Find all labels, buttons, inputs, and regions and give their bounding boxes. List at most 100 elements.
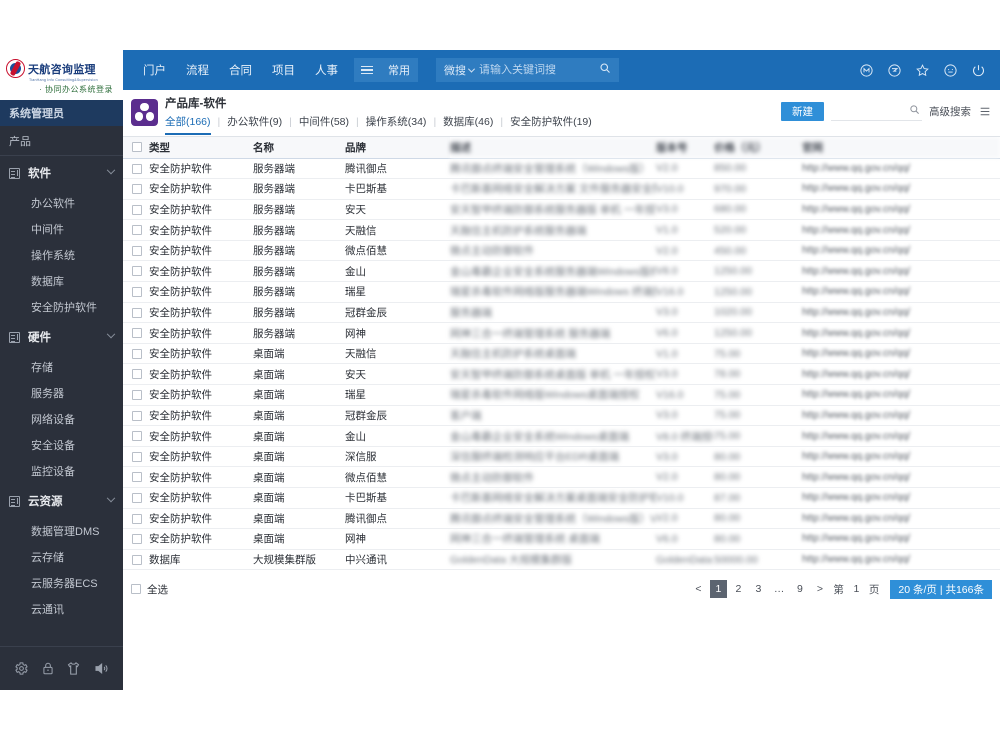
cell-website[interactable]: http://www.qq.gov.cn/qq/ <box>802 508 1000 530</box>
checkbox-icon[interactable] <box>132 554 142 565</box>
cell-website[interactable]: http://www.qq.gov.cn/qq/ <box>802 302 1000 324</box>
cell-website[interactable]: http://www.qq.gov.cn/qq/ <box>802 260 1000 283</box>
sidebar-item-middleware[interactable]: 中间件 <box>0 216 123 242</box>
table-row[interactable]: 安全防护软件 桌面端 网神 网神三合一终端管理系统 桌面端 V6.0 80.00 http:… <box>123 528 1000 550</box>
checkbox-icon[interactable] <box>132 534 142 545</box>
table-row[interactable]: 安全防护软件 服务器端 天融信 天融信主机防护系统服务器端 V1.0 520.00 http… <box>123 219 1000 241</box>
checkbox-icon[interactable] <box>132 245 142 256</box>
row-checkbox-cell[interactable] <box>123 199 149 221</box>
table-row[interactable]: 安全防护软件 桌面端 瑞星 瑞星杀毒软件网络版Windows桌面端授权 V16.0 75.… <box>123 384 1000 406</box>
row-checkbox-cell[interactable] <box>123 260 149 283</box>
cell-website[interactable]: http://www.qq.gov.cn/qq/ <box>802 466 1000 488</box>
nav-item-contract[interactable]: 合同 <box>219 50 262 90</box>
row-checkbox-cell[interactable] <box>123 219 149 241</box>
checkbox-icon[interactable] <box>132 266 142 277</box>
header-website[interactable]: 官网 <box>802 137 1000 159</box>
checkbox-icon[interactable] <box>132 431 142 442</box>
table-row[interactable]: 安全防护软件 服务器端 腾讯御点 腾讯御点终端安全管理系统（Windows版） V2.0… <box>123 158 1000 180</box>
cell-website[interactable]: http://www.qq.gov.cn/qq/ <box>802 281 1000 303</box>
advanced-search-link[interactable]: 高级搜索 <box>929 106 971 118</box>
sidebar-item-security-device[interactable]: 安全设备 <box>0 432 123 458</box>
table-row[interactable]: 安全防护软件 桌面端 冠群金辰 客户端 V3.0 75.00 http://www.qq.g… <box>123 405 1000 427</box>
cell-website[interactable]: http://www.qq.gov.cn/qq/ <box>802 219 1000 241</box>
tab-security-software[interactable]: 安全防护软件(19) <box>510 116 592 128</box>
volume-icon[interactable] <box>93 661 109 676</box>
checkbox-icon[interactable] <box>131 584 141 594</box>
tab-middleware[interactable]: 中间件(58) <box>298 116 350 128</box>
table-row[interactable]: 安全防护软件 服务器端 冠群金辰 服务器端 V3.0 1020.00 http://www.… <box>123 302 1000 324</box>
row-checkbox-cell[interactable] <box>123 487 149 509</box>
checkbox-icon[interactable] <box>132 204 142 215</box>
table-row[interactable]: 安全防护软件服务器端金山金山毒霸企业安全系统服务器端Windows版终端授权V8… <box>123 260 1000 283</box>
hamburger-icon[interactable] <box>354 58 380 82</box>
tab-database[interactable]: 数据库(46) <box>443 116 494 128</box>
sidebar-item-ecs[interactable]: 云服务器ECS <box>0 570 123 596</box>
table-row[interactable]: 安全防护软件 桌面端 安天 安天智甲终端防御系统桌面版 单机 一年授权服务 V3.0 78… <box>123 363 1000 386</box>
nav-item-hr[interactable]: 人事 <box>305 50 348 90</box>
row-checkbox-cell[interactable] <box>123 425 149 447</box>
header-select-all[interactable] <box>123 137 149 159</box>
search-icon[interactable] <box>909 102 920 120</box>
row-checkbox-cell[interactable] <box>123 508 149 530</box>
chat-circle-icon[interactable] <box>887 63 902 78</box>
table-row[interactable]: 安全防护软件 桌面端 微点佰慧 微点主动防御软件 V2.0 80.00 http://www… <box>123 466 1000 488</box>
checkbox-icon[interactable] <box>132 390 142 401</box>
message-circle-icon[interactable] <box>859 63 874 78</box>
page-9-button[interactable]: 9 <box>796 583 803 595</box>
select-all-control[interactable]: 全选 <box>131 582 168 597</box>
row-checkbox-cell[interactable] <box>123 446 149 468</box>
row-checkbox-cell[interactable] <box>123 549 149 571</box>
row-checkbox-cell[interactable] <box>123 322 149 344</box>
nav-item-portal[interactable]: 门户 <box>133 50 176 90</box>
row-checkbox-cell[interactable] <box>123 343 149 365</box>
cell-website[interactable]: http://www.qq.gov.cn/qq/ <box>802 446 1000 468</box>
cell-website[interactable]: http://www.qq.gov.cn/qq/ <box>802 487 1000 509</box>
cell-website[interactable]: http://www.qq.gov.cn/qq/ <box>802 322 1000 344</box>
cell-website[interactable]: http://www.qq.gov.cn/qq/ <box>802 343 1000 365</box>
sidebar-item-office-software[interactable]: 办公软件 <box>0 190 123 216</box>
table-row[interactable]: 安全防护软件 服务器端 瑞星 瑞星杀毒软件网络版服务器端Windows 终端授权 V16… <box>123 281 1000 303</box>
checkbox-icon[interactable] <box>132 287 142 298</box>
cell-website[interactable]: http://www.qq.gov.cn/qq/ <box>802 528 1000 550</box>
list-view-icon[interactable] <box>978 105 992 118</box>
row-checkbox-cell[interactable] <box>123 302 149 324</box>
header-version[interactable]: 版本号 <box>656 137 714 159</box>
tab-office-software[interactable]: 办公软件(9) <box>227 116 283 128</box>
table-row[interactable]: 安全防护软件 桌面端 深信服 深信服终端检测响应平台EDR桌面端 V3.0 80.00 ht… <box>123 446 1000 468</box>
page-3-button[interactable]: 3 <box>755 583 762 595</box>
sidebar-item-security-software[interactable]: 安全防护软件 <box>0 294 123 320</box>
cell-website[interactable]: http://www.qq.gov.cn/qq/ <box>802 384 1000 406</box>
cell-website[interactable]: http://www.qq.gov.cn/qq/ <box>802 363 1000 386</box>
cell-website[interactable]: http://www.qq.gov.cn/qq/ <box>802 178 1000 200</box>
global-search[interactable]: 微搜 <box>436 58 619 82</box>
nav-item-project[interactable]: 项目 <box>262 50 305 90</box>
table-row[interactable]: 数据库 大规模集群版 中兴通讯 GoldenData 大规模集群版 GoldenData… <box>123 549 1000 571</box>
nav-item-process[interactable]: 流程 <box>176 50 219 90</box>
page-2-button[interactable]: 2 <box>735 583 742 595</box>
cell-website[interactable]: http://www.qq.gov.cn/qq/ <box>802 158 1000 180</box>
row-checkbox-cell[interactable] <box>123 178 149 200</box>
sidebar-item-cloud-storage[interactable]: 云存储 <box>0 544 123 570</box>
sidebar-item-monitor-device[interactable]: 监控设备 <box>0 458 123 484</box>
sidebar-item-network-device[interactable]: 网络设备 <box>0 406 123 432</box>
checkbox-icon[interactable] <box>132 451 142 462</box>
sidebar-item-database[interactable]: 数据库 <box>0 268 123 294</box>
star-icon[interactable] <box>915 63 930 78</box>
sidebar-group-software[interactable]: 软件 <box>0 156 123 190</box>
checkbox-icon[interactable] <box>132 410 142 421</box>
checkbox-icon[interactable] <box>132 184 142 195</box>
checkbox-icon[interactable] <box>132 493 142 504</box>
row-checkbox-cell[interactable] <box>123 363 149 386</box>
tab-os[interactable]: 操作系统(34) <box>365 116 427 128</box>
table-search[interactable] <box>831 102 922 121</box>
table-row[interactable]: 安全防护软件 服务器端 微点佰慧 微点主动防御软件 V2.0 450.00 http://w… <box>123 240 1000 262</box>
shirt-icon[interactable] <box>66 661 81 676</box>
cell-website[interactable]: http://www.qq.gov.cn/qq/ <box>802 425 1000 447</box>
row-checkbox-cell[interactable] <box>123 240 149 262</box>
row-checkbox-cell[interactable] <box>123 384 149 406</box>
table-row[interactable]: 安全防护软件 桌面端 天融信 天融信主机防护系统桌面端 V1.0 75.00 http://… <box>123 343 1000 365</box>
